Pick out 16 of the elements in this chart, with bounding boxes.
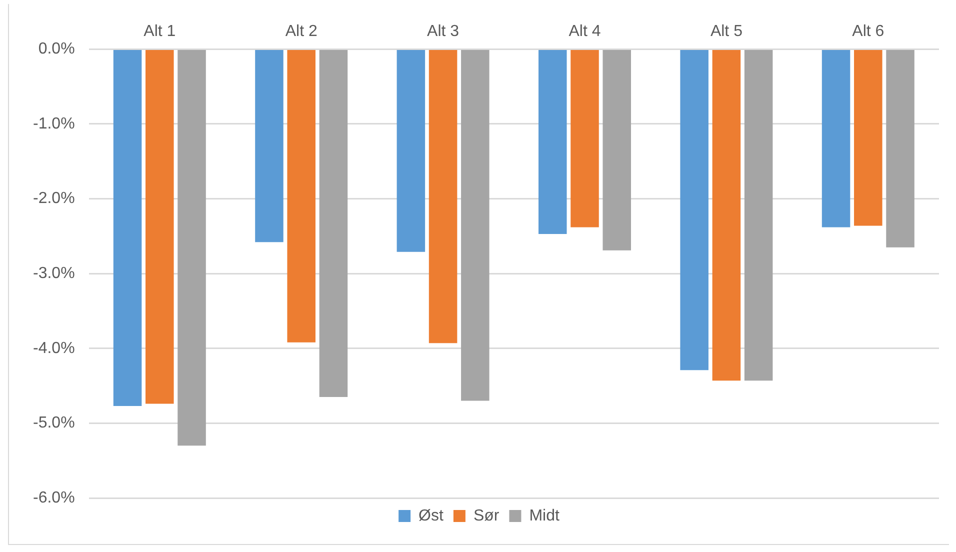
x-tick-label: Alt 2	[285, 23, 318, 40]
x-tick-label: Alt 5	[710, 23, 743, 40]
y-tick-label: -4.0%	[33, 340, 75, 357]
y-tick-label: -2.0%	[33, 190, 75, 208]
x-tick-label: Alt 6	[852, 23, 884, 40]
legend-label: Øst	[418, 507, 444, 524]
y-tick-label: -5.0%	[33, 414, 75, 432]
y-tick-label: -3.0%	[33, 265, 75, 282]
y-tick-label: -1.0%	[33, 115, 75, 132]
y-tick-label: -6.0%	[33, 489, 75, 506]
legend-label: Sør	[473, 507, 500, 524]
legend-label: Midt	[529, 507, 560, 524]
x-tick-label: Alt 4	[568, 23, 601, 40]
x-tick-label: Alt 3	[427, 23, 460, 40]
y-tick-label: 0.0%	[38, 40, 75, 58]
x-tick-label: Alt 1	[144, 23, 176, 40]
